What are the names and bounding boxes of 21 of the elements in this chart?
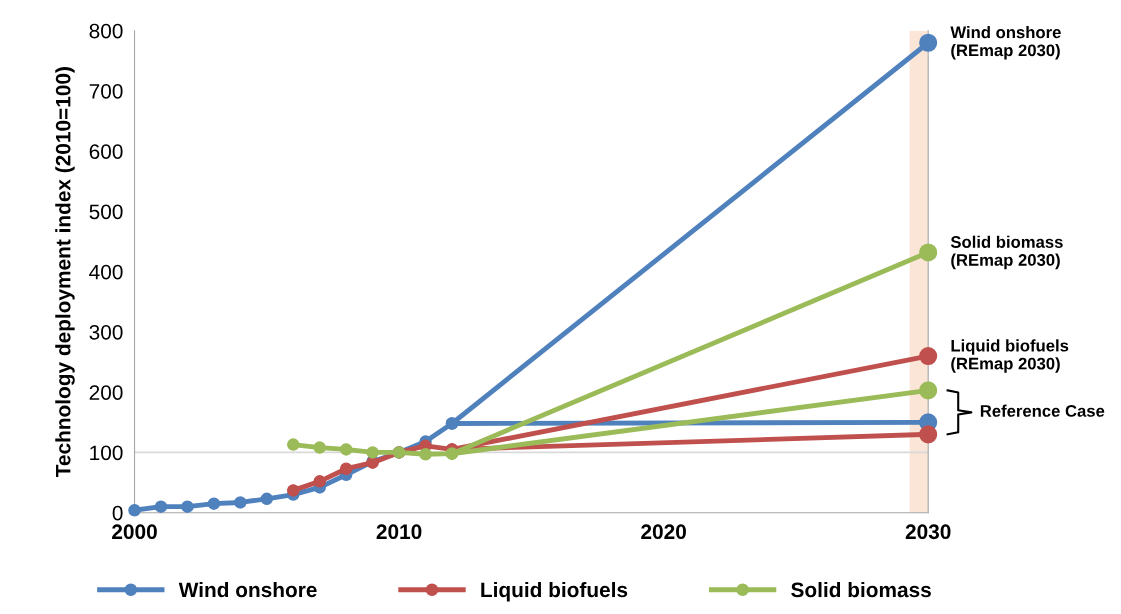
y-tick-label: 700 bbox=[89, 83, 123, 99]
y-tick-label: 800 bbox=[89, 23, 123, 39]
y-tick-label: 500 bbox=[89, 204, 123, 220]
legend-label: Wind onshore bbox=[178, 581, 317, 598]
y-tick-label: 400 bbox=[89, 264, 123, 280]
legend-label: Solid biomass bbox=[791, 581, 931, 598]
x-tick-label: 2000 bbox=[112, 524, 157, 540]
y-tick-label: 600 bbox=[89, 144, 123, 159]
text: Reference Case bbox=[980, 404, 1105, 417]
text: Liquid biofuels (REmap 2030) bbox=[951, 339, 1069, 373]
x-tick-label: 2020 bbox=[641, 524, 686, 540]
y-tick-label: 0 bbox=[112, 505, 123, 521]
y-axis-title: Technology deployment index (2010=100) bbox=[55, 67, 75, 478]
legend-label: Liquid biofuels bbox=[481, 581, 628, 602]
text: Wind onshore (REmap 2030) bbox=[950, 26, 1061, 60]
x-tick-label: 2030 bbox=[905, 524, 951, 540]
y-tick-label: 100 bbox=[90, 445, 123, 461]
y-tick-label: 300 bbox=[89, 324, 123, 340]
y-tick-label: 200 bbox=[89, 385, 123, 400]
x-tick-label: 2010 bbox=[376, 524, 422, 540]
text: Solid biomass (REmap 2030) bbox=[950, 235, 1063, 270]
